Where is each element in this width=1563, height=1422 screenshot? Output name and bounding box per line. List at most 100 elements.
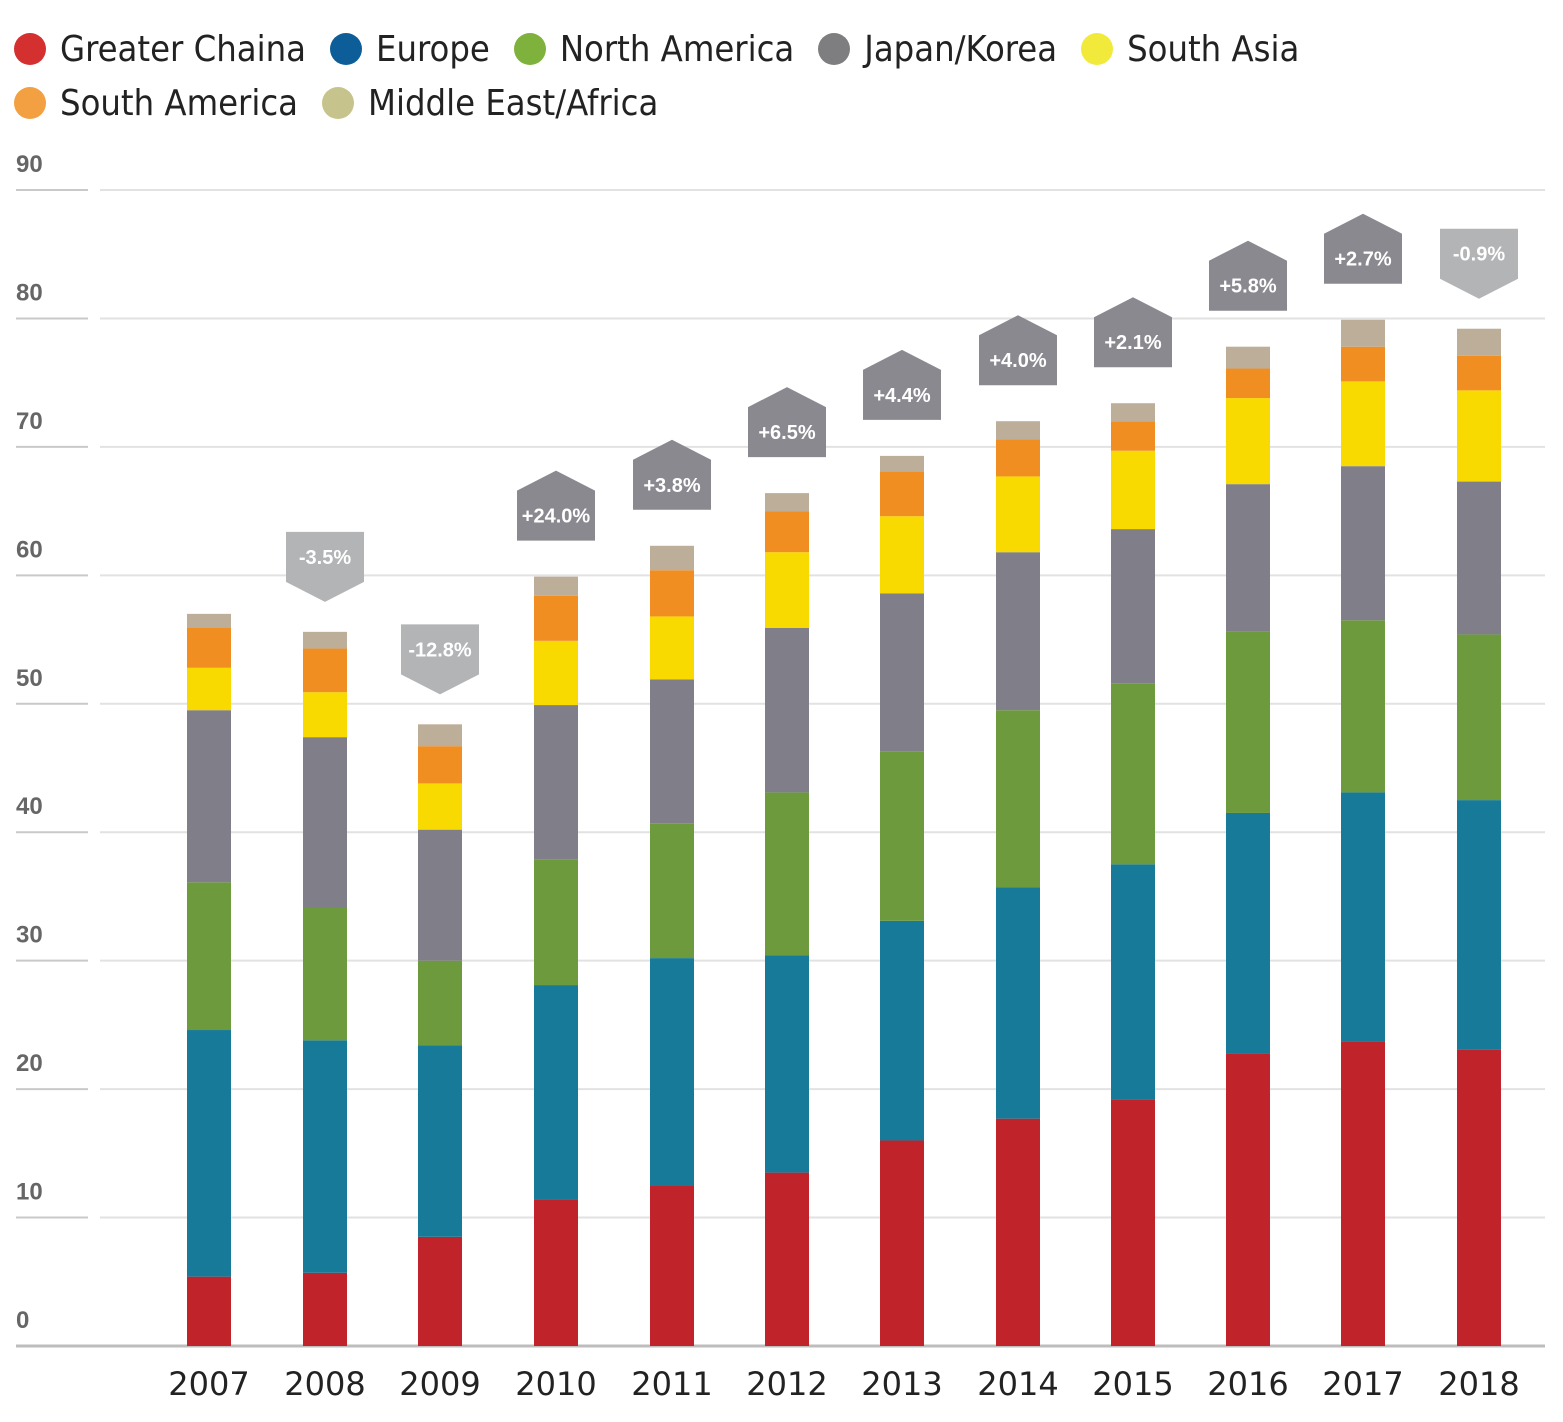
bar-segment-middle-east-africa-2018	[1457, 328, 1501, 356]
x-tick-label: 2010	[515, 1365, 596, 1403]
bar-segment-japan-korea-2007	[187, 710, 231, 883]
legend-swatch-icon	[14, 33, 46, 65]
bar-segment-south-asia-2009	[418, 783, 462, 830]
bar-segment-europe-2013	[880, 920, 924, 1141]
legend-item-south-america: South America	[14, 83, 298, 124]
bar-segment-north-america-2009	[418, 960, 462, 1046]
bar-segment-middle-east-africa-2015	[1111, 403, 1155, 422]
bar-segment-south-asia-2018	[1457, 390, 1501, 482]
growth-badge-label: -3.5%	[299, 547, 351, 569]
bar-segment-south-america-2014	[996, 439, 1040, 477]
x-tick-label: 2012	[746, 1365, 827, 1403]
bar-segment-north-america-2013	[880, 751, 924, 921]
y-tick-label: 20	[16, 1050, 43, 1077]
growth-badge-up	[1209, 240, 1287, 311]
bar-segment-japan-korea-2015	[1111, 529, 1155, 684]
legend-item-japan-korea: Japan/Korea	[818, 29, 1057, 70]
bar-segment-middle-east-africa-2010	[534, 576, 578, 596]
y-tick-label: 10	[16, 1179, 43, 1206]
growth-badge-label: +4.0%	[989, 350, 1046, 372]
legend-label: North America	[559, 28, 795, 70]
x-tick-label: 2011	[631, 1365, 712, 1403]
bar-segment-japan-korea-2009	[418, 829, 462, 961]
bar-segment-middle-east-africa-2009	[418, 724, 462, 747]
legend-label: South America	[60, 82, 299, 124]
y-tick-label: 50	[16, 665, 43, 692]
bar-segment-greater-chaina-2012	[765, 1172, 809, 1346]
growth-badge-label: -0.9%	[1453, 244, 1505, 266]
growth-badge-label: +3.8%	[643, 475, 700, 497]
bar-segment-south-asia-2011	[650, 616, 694, 680]
bar-segment-south-asia-2017	[1341, 381, 1385, 467]
growth-badge-down	[286, 531, 364, 602]
legend-item-europe: Europe	[330, 29, 490, 70]
x-tick-label: 2018	[1438, 1365, 1519, 1403]
bar-segment-japan-korea-2014	[996, 552, 1040, 711]
bar-segment-japan-korea-2018	[1457, 481, 1501, 635]
growth-badge-down	[401, 624, 479, 695]
bar-segment-north-america-2016	[1226, 631, 1270, 813]
growth-badge-up	[1094, 297, 1172, 368]
legend-swatch-icon	[322, 87, 355, 119]
y-tick-label: 30	[16, 922, 43, 949]
bar-segment-south-america-2018	[1457, 355, 1501, 391]
bar-segment-north-america-2007	[187, 882, 231, 1031]
growth-badge-up	[517, 470, 595, 541]
bar-segment-north-america-2011	[650, 823, 694, 959]
growth-badge-down	[1440, 228, 1518, 299]
x-tick-label: 2007	[168, 1365, 249, 1403]
legend-swatch-icon	[330, 33, 362, 65]
bar-segment-south-asia-2016	[1226, 398, 1270, 485]
legend-item-south-asia: South Asia	[1081, 29, 1299, 70]
growth-badge-up	[863, 349, 941, 420]
bar-segment-europe-2008	[303, 1040, 347, 1273]
legend-swatch-icon	[1081, 33, 1114, 65]
bar-segment-japan-korea-2011	[650, 679, 694, 824]
x-tick-label: 2015	[1092, 1365, 1173, 1403]
x-tick-label: 2008	[284, 1365, 365, 1403]
bar-segment-north-america-2010	[534, 859, 578, 986]
legend-row-1: Greater Chaina Europe North America Japa…	[14, 22, 1554, 76]
growth-badge-label: +2.1%	[1104, 332, 1161, 354]
bar-segment-japan-korea-2016	[1226, 484, 1270, 632]
bar-segment-south-asia-2014	[996, 476, 1040, 553]
bar-segment-south-america-2007	[187, 627, 231, 668]
bar-segment-south-america-2017	[1341, 346, 1385, 382]
bar-segment-south-america-2009	[418, 746, 462, 784]
bar-segment-greater-chaina-2018	[1457, 1049, 1501, 1346]
bar-segment-europe-2015	[1111, 864, 1155, 1100]
bar-segment-middle-east-africa-2008	[303, 631, 347, 649]
bar-segment-north-america-2015	[1111, 683, 1155, 865]
legend-item-greater-china: Greater Chaina	[14, 29, 306, 70]
bar-segment-south-asia-2007	[187, 667, 231, 711]
growth-badge-up	[1324, 213, 1402, 284]
bar-segment-greater-chaina-2010	[534, 1199, 578, 1346]
bar-segment-north-america-2018	[1457, 634, 1501, 801]
bar-segment-middle-east-africa-2013	[880, 455, 924, 472]
bar-segment-greater-chaina-2008	[303, 1272, 347, 1346]
bar-segment-south-america-2016	[1226, 368, 1270, 399]
bar-segment-south-asia-2010	[534, 640, 578, 706]
bar-segment-north-america-2014	[996, 710, 1040, 888]
y-tick-label: 60	[16, 536, 43, 563]
y-tick-label: 90	[16, 151, 43, 178]
bar-segment-middle-east-africa-2016	[1226, 346, 1270, 369]
bar-segment-europe-2011	[650, 958, 694, 1186]
legend-item-north-america: North America	[513, 28, 795, 70]
legend-label: Europe	[376, 28, 490, 70]
bar-segment-japan-korea-2012	[765, 627, 809, 793]
legend-row-2: South America Middle East/Africa	[14, 76, 1554, 130]
growth-badge-label: +6.5%	[758, 422, 815, 444]
growth-badge-label: +4.4%	[873, 385, 930, 407]
legend-swatch-icon	[513, 33, 546, 65]
growth-badge-up	[979, 315, 1057, 386]
x-tick-label: 2009	[399, 1365, 480, 1403]
bar-segment-south-asia-2008	[303, 692, 347, 738]
bar-segment-japan-korea-2010	[534, 705, 578, 860]
bar-segment-japan-korea-2008	[303, 737, 347, 909]
bar-segment-greater-chaina-2016	[1226, 1053, 1270, 1346]
bar-segment-europe-2017	[1341, 792, 1385, 1042]
growth-badge-label: +2.7%	[1334, 249, 1391, 271]
bar-segment-greater-chaina-2013	[880, 1140, 924, 1346]
